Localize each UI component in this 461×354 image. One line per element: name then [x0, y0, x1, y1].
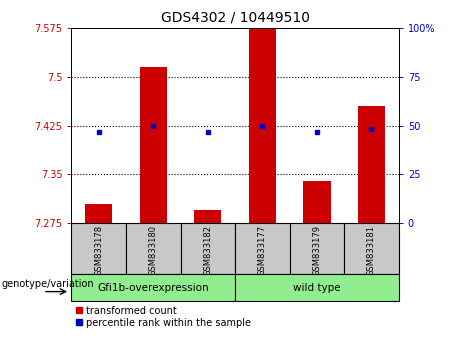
Bar: [303, 181, 331, 223]
Bar: [85, 204, 112, 223]
Text: GSM833180: GSM833180: [149, 224, 158, 275]
Bar: [249, 28, 276, 223]
Text: GSM833178: GSM833178: [94, 224, 103, 276]
Text: wild type: wild type: [293, 282, 341, 293]
Title: GDS4302 / 10449510: GDS4302 / 10449510: [160, 10, 310, 24]
Text: GSM833179: GSM833179: [313, 224, 321, 275]
Bar: [290, 223, 344, 274]
Bar: [344, 223, 399, 274]
Bar: [235, 274, 399, 301]
Text: GSM833181: GSM833181: [367, 224, 376, 275]
Bar: [358, 106, 385, 223]
Bar: [194, 210, 221, 223]
Text: GSM833182: GSM833182: [203, 224, 213, 275]
Bar: [71, 223, 126, 274]
Bar: [140, 67, 167, 223]
Bar: [71, 274, 235, 301]
Text: Gfi1b-overexpression: Gfi1b-overexpression: [97, 282, 209, 293]
Bar: [181, 223, 235, 274]
Legend: transformed count, percentile rank within the sample: transformed count, percentile rank withi…: [77, 306, 251, 328]
Bar: [235, 223, 290, 274]
Text: genotype/variation: genotype/variation: [1, 279, 94, 289]
Bar: [126, 223, 181, 274]
Text: GSM833177: GSM833177: [258, 224, 267, 276]
